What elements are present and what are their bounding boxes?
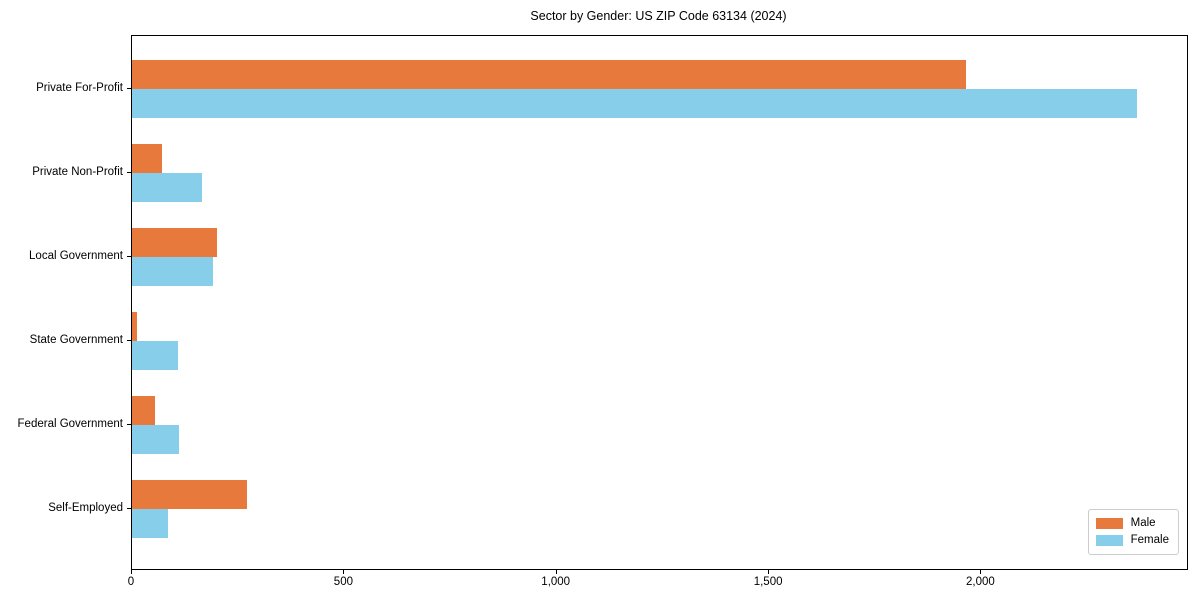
x-axis-tick: [131, 570, 132, 574]
bar-male: [132, 312, 137, 341]
x-axis-tick: [343, 570, 345, 574]
bar-male: [132, 228, 217, 257]
y-axis-category-label: Private Non-Profit: [32, 166, 123, 178]
bar-male: [132, 396, 156, 425]
bar-female: [132, 425, 180, 454]
x-axis-tick: [980, 570, 982, 574]
x-axis-tick-label: 500: [333, 576, 353, 588]
x-axis-tick: [768, 570, 770, 574]
legend-label-female: Female: [1130, 534, 1169, 546]
chart-title: Sector by Gender: US ZIP Code 63134 (202…: [530, 9, 787, 23]
bar-male: [132, 480, 248, 509]
bar-male: [132, 60, 967, 89]
y-axis-tick: [127, 256, 131, 257]
bar-female: [132, 257, 214, 286]
y-axis-tick: [127, 508, 131, 509]
legend-entry-male: Male: [1095, 515, 1169, 532]
plot-area: Male Female: [131, 35, 1188, 570]
x-axis-tick-label: 2,000: [966, 576, 995, 588]
y-axis-category-label: Federal Government: [17, 418, 123, 430]
y-axis-category-label: Self-Employed: [48, 502, 123, 514]
bar-female: [132, 341, 178, 370]
x-axis-tick-label: 1,500: [753, 576, 783, 588]
x-axis-tick: [555, 570, 557, 574]
legend-label-male: Male: [1130, 517, 1156, 529]
y-axis-category-label: Local Government: [29, 250, 123, 262]
y-axis-tick: [127, 172, 131, 173]
x-axis-tick-label: 1,000: [541, 576, 571, 588]
legend: Male Female: [1087, 509, 1179, 555]
y-axis-category-label: Private For-Profit: [36, 82, 123, 94]
bar-female: [132, 509, 169, 538]
female-color-swatch: [1095, 535, 1123, 546]
bar-female: [132, 89, 1137, 118]
x-axis-tick-label: 0: [127, 576, 135, 588]
bar-female: [132, 173, 203, 202]
male-color-swatch: [1095, 518, 1123, 529]
bar-male: [132, 144, 163, 173]
y-axis-tick: [127, 340, 131, 341]
y-axis-category-label: State Government: [29, 334, 123, 346]
y-axis-tick: [127, 424, 131, 425]
y-axis-tick: [127, 88, 131, 89]
legend-entry-female: Female: [1095, 532, 1169, 549]
